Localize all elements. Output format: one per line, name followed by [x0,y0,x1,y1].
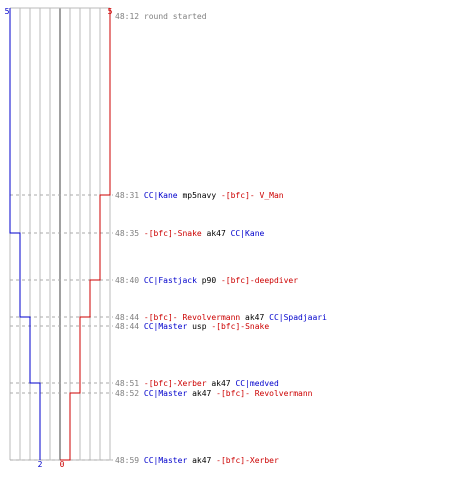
player-name: CC|Master [144,322,188,331]
weapon-name: ak47 [240,313,269,322]
kill-entry: 48:59 CC|Master ak47 -[bfc]-Xerber [115,456,279,465]
weapon-name: mp5navy [178,191,221,200]
event-time: 48:31 [115,191,144,200]
kill-entry: 48:40 CC|Fastjack p90 -[bfc]-deepdiver [115,276,298,285]
player-name: CC|Kane [231,229,265,238]
red-start-count: 5 [108,7,113,16]
player-name: CC|Spadjaari [269,313,327,322]
player-name: -[bfc]-Xerber [144,379,207,388]
red-end-count: 0 [60,460,65,469]
player-name: -[bfc]- V_Man [221,191,284,200]
player-name: CC|medved [235,379,279,388]
weapon-name: p90 [197,276,221,285]
weapon-name: ak47 [187,456,216,465]
kill-entry: 48:31 CC|Kane mp5navy -[bfc]- V_Man [115,191,284,200]
event-time: 48:40 [115,276,144,285]
event-guide-lines [10,194,113,461]
event-time: 48:44 [115,313,144,322]
player-name: -[bfc]-Xerber [216,456,279,465]
weapon-name: ak47 [202,229,231,238]
round-start-entry: 48:12 round started [115,12,207,21]
blue-start-count: 5 [5,7,10,16]
kill-entry: 48:52 CC|Master ak47 -[bfc]- Revolverman… [115,389,313,398]
player-name: -[bfc]-Snake [144,229,202,238]
blue-end-count: 2 [38,460,43,469]
player-name: CC|Kane [144,191,178,200]
kill-entry: 48:44 -[bfc]- Revolvermann ak47 CC|Spadj… [115,313,327,322]
weapon-name: ak47 [187,389,216,398]
kill-entry: 48:51 -[bfc]-Xerber ak47 CC|medved [115,379,279,388]
event-time: 48:51 [115,379,144,388]
player-name: CC|Master [144,389,188,398]
grid-lines [9,7,113,461]
kill-feed: 48:12 round started 48:31 CC|Kane mp5navy… [115,12,327,465]
blue-team-line [9,8,41,460]
score-labels: 5 5 2 0 [5,7,113,469]
kill-entry: 48:44 CC|Master usp -[bfc]-Snake [115,322,269,331]
event-time: 48:12 [115,12,144,21]
event-time: 48:52 [115,389,144,398]
player-name: -[bfc]-deepdiver [221,276,298,285]
player-name: CC|Master [144,456,188,465]
red-team-line [60,8,111,461]
player-name: -[bfc]- Revolvermann [216,389,313,398]
event-time: 48:35 [115,229,144,238]
weapon-name: ak47 [207,379,236,388]
kill-entry: 48:35 -[bfc]-Snake ak47 CC|Kane [115,229,265,238]
event-time: 48:44 [115,322,144,331]
event-message: round started [144,12,207,21]
series-lines [9,8,111,461]
event-time: 48:59 [115,456,144,465]
weapon-name: usp [187,322,211,331]
player-name: CC|Fastjack [144,276,197,285]
player-name: -[bfc]-Snake [211,322,269,331]
player-name: -[bfc]- Revolvermann [144,313,241,322]
